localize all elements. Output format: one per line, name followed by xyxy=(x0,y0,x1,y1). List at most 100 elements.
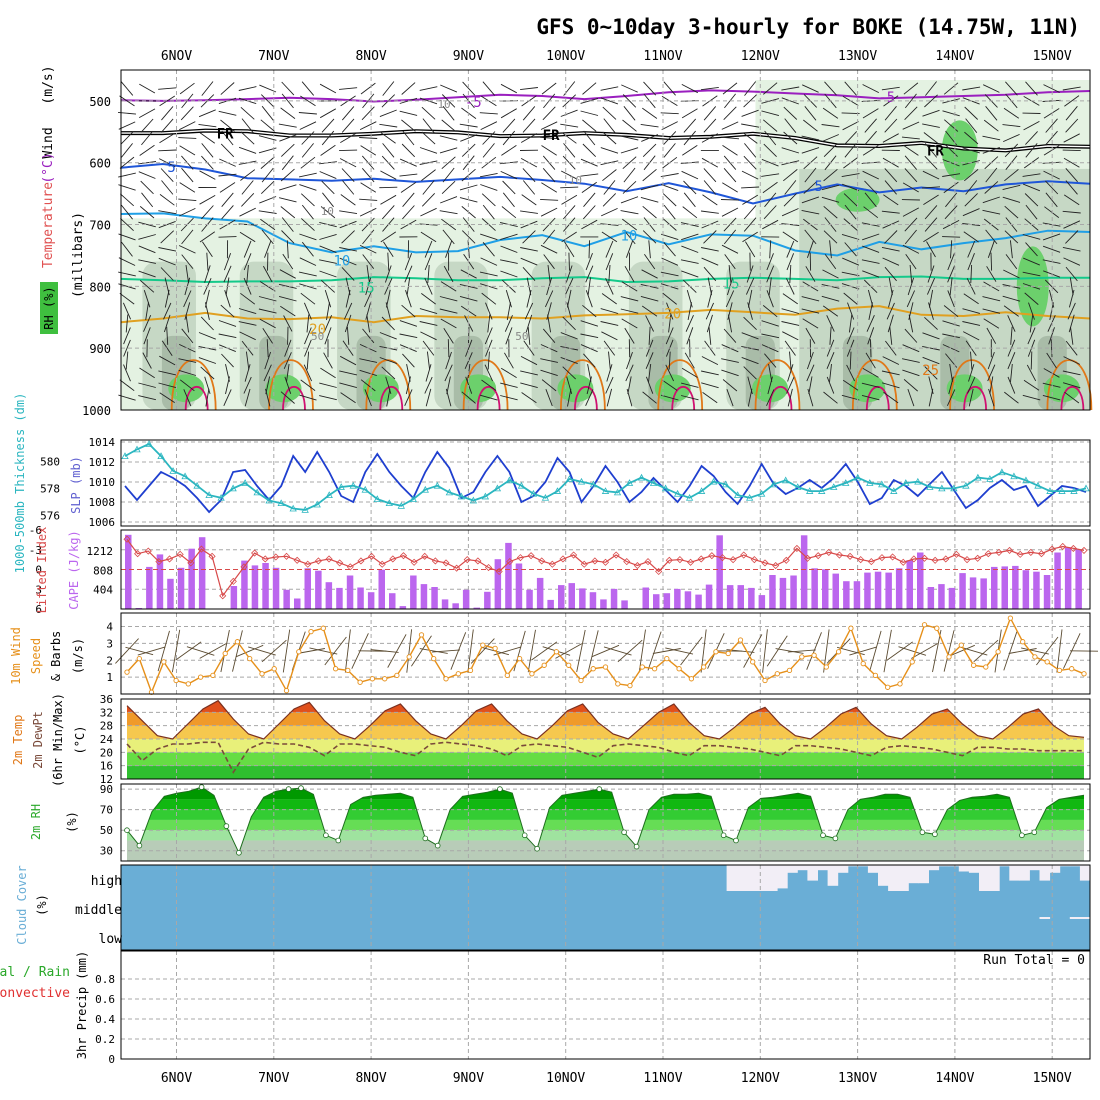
rh-marker xyxy=(534,845,540,852)
lifted-index-marker xyxy=(1069,544,1077,552)
isotherm-label: FR xyxy=(217,127,234,143)
wind-barb xyxy=(580,344,598,353)
wind-barb xyxy=(1043,84,1060,93)
wind-barb xyxy=(983,318,1000,329)
wind-barb xyxy=(542,328,556,343)
wind-barb xyxy=(1069,277,1074,296)
wind-barb xyxy=(304,339,312,357)
axis-label-3hr-precip: 3hr Precip (mm) xyxy=(75,951,89,1059)
wind-barb xyxy=(906,290,916,308)
lifted-index-marker xyxy=(272,553,280,561)
wind-barb xyxy=(1043,108,1060,119)
wind-barb xyxy=(321,118,335,133)
cape-tick-label: 1212 xyxy=(87,545,114,558)
wind-barb xyxy=(402,192,415,207)
wind-barb xyxy=(862,270,880,278)
wind-barb xyxy=(1050,339,1053,358)
wind-barb xyxy=(245,351,250,370)
wind-barb-10m xyxy=(157,630,170,672)
wind-speed-marker xyxy=(357,679,363,685)
temp-band xyxy=(127,765,1084,779)
wind-barb xyxy=(560,170,578,180)
wind-barb xyxy=(942,236,961,238)
cape-bar xyxy=(378,569,385,609)
cape-bar xyxy=(283,589,290,609)
wind-barb xyxy=(681,233,699,241)
wind-barb xyxy=(204,302,210,320)
wind-barb xyxy=(379,332,397,340)
date-tick-label-top: 8NOV xyxy=(355,49,386,64)
wind-barb xyxy=(280,168,295,182)
wind-barb xyxy=(159,355,176,366)
wind-barb xyxy=(601,293,617,305)
thickness-marker xyxy=(169,467,177,474)
wind-barb xyxy=(179,207,196,217)
wind-barb xyxy=(1068,289,1075,308)
wind-barb xyxy=(585,389,594,406)
wind-barb xyxy=(864,130,877,146)
thickness-marker xyxy=(337,483,345,490)
wind-barb xyxy=(481,292,497,305)
wind-barb xyxy=(987,240,995,258)
lifted-index-line xyxy=(126,538,1085,598)
wind-barb xyxy=(808,376,813,395)
wind-barb xyxy=(300,95,316,107)
wind-barb xyxy=(923,194,939,205)
wind-barb xyxy=(421,131,436,145)
wind-barb xyxy=(158,370,177,376)
wind-barb xyxy=(299,233,317,241)
wind-barb xyxy=(701,370,719,376)
wind-barb xyxy=(725,290,735,308)
wind-barb xyxy=(543,254,555,270)
pressure-tick-label: 700 xyxy=(89,219,111,233)
wind-barb xyxy=(339,87,358,90)
thickness-marker xyxy=(757,489,766,497)
isotherm-25 xyxy=(170,359,217,411)
rh-legend-swatch xyxy=(40,282,58,334)
wind-barb xyxy=(784,180,797,195)
wind-barb xyxy=(641,305,658,317)
wind-barb xyxy=(505,289,512,308)
wind-barb xyxy=(259,84,277,93)
wind-barb xyxy=(441,218,457,231)
wind-barb xyxy=(506,302,511,321)
wind-barb xyxy=(200,366,215,380)
thickness-marker xyxy=(721,480,730,488)
lifted-index-marker xyxy=(963,556,971,564)
wind-barb xyxy=(622,156,637,170)
wind-barb xyxy=(822,134,839,142)
wind-barb xyxy=(640,295,659,302)
wind-barb xyxy=(844,143,857,158)
rh-marker xyxy=(621,829,627,836)
wind-barb xyxy=(422,180,435,195)
wind-barb xyxy=(339,257,357,266)
wind-barb xyxy=(1025,204,1038,220)
axis-label-2m-dewpt: 2m DewPt xyxy=(31,711,45,769)
lifted-index-marker xyxy=(559,555,567,563)
lifted-index-marker xyxy=(474,557,482,565)
wind-barb xyxy=(260,180,275,195)
wind-barb xyxy=(1043,145,1060,156)
lifted-index-marker xyxy=(378,560,386,568)
lifted-index-marker xyxy=(176,550,184,558)
wind-barb xyxy=(339,370,357,376)
wind-barb xyxy=(865,352,876,369)
wind-barb xyxy=(439,147,458,154)
wind-barb xyxy=(299,121,317,130)
wind-barb xyxy=(588,240,591,259)
wind-barb xyxy=(841,394,860,401)
wind-barb xyxy=(627,376,632,395)
wind-barb-10m xyxy=(431,649,461,653)
wind-barb xyxy=(781,321,800,326)
wind-barb xyxy=(746,265,754,283)
wind-barb xyxy=(882,157,899,168)
wind-barb xyxy=(1064,95,1080,107)
wind-barb xyxy=(1022,183,1041,192)
thickness-marker xyxy=(565,475,574,482)
isotherm-line xyxy=(120,305,1091,324)
cloud-middle-block xyxy=(1069,917,1081,919)
lifted-index-marker xyxy=(601,558,610,566)
wind-barb xyxy=(600,97,619,105)
cape-bar xyxy=(980,578,987,609)
wind-barb xyxy=(366,265,370,283)
